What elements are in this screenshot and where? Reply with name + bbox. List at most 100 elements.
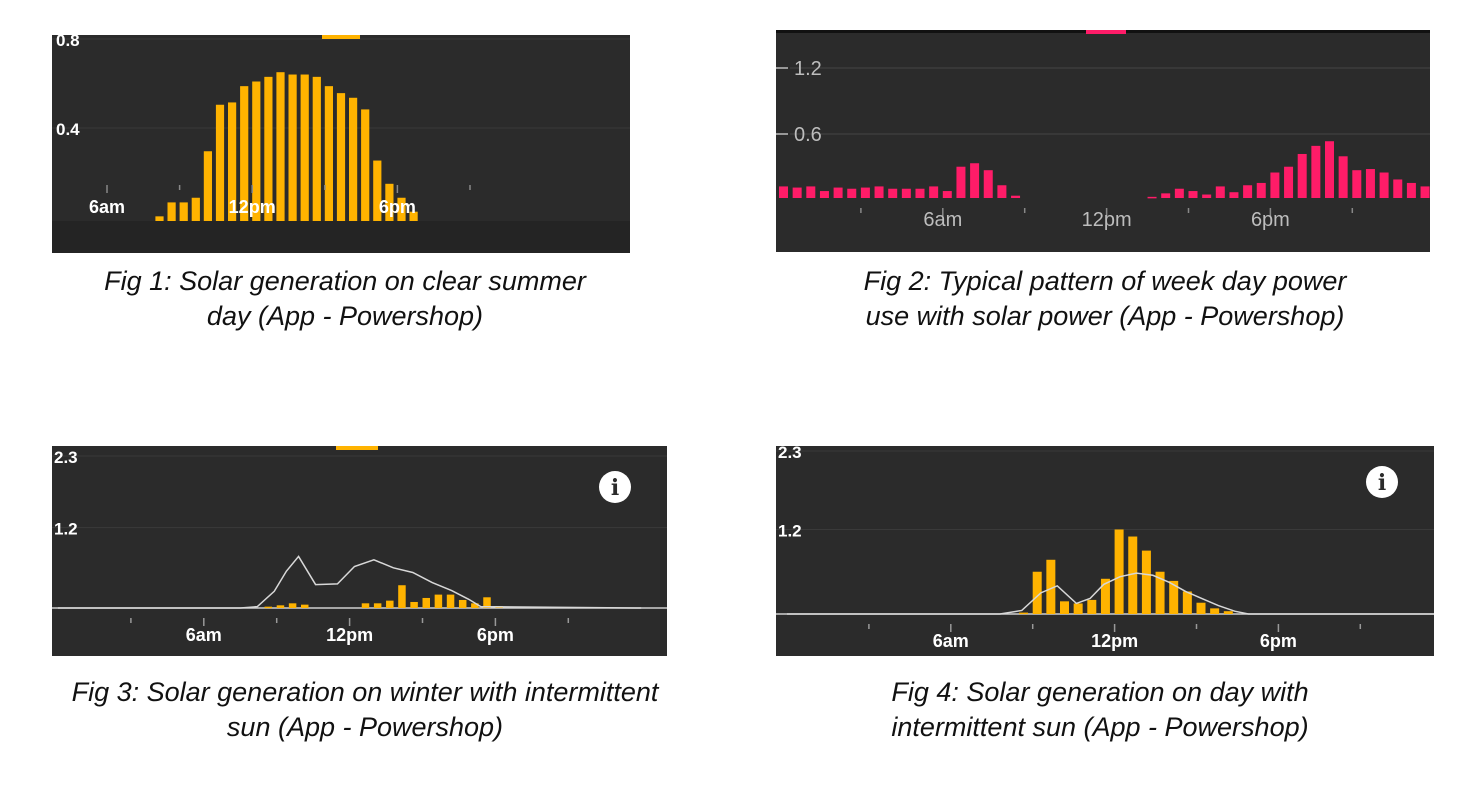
bar: [409, 211, 418, 221]
bar: [471, 603, 479, 608]
bar: [276, 605, 285, 608]
forecast-line: [787, 572, 1434, 615]
x-tick-label: 6am: [923, 209, 962, 231]
bar: [385, 183, 394, 221]
fig1-chart: 0.8 0.4 6am 12pm 6pm: [52, 35, 630, 253]
bar: [252, 81, 261, 221]
selector-indicator: [1086, 30, 1126, 34]
bar: [874, 186, 884, 198]
y-tick-label: 0.4: [56, 120, 80, 139]
bar: [179, 202, 188, 221]
bar: [446, 594, 455, 608]
x-tick-label: 6pm: [477, 625, 514, 645]
bar: [1011, 195, 1021, 198]
bar: [1182, 591, 1192, 614]
bar: [1420, 186, 1430, 198]
bar: [301, 604, 309, 608]
bar: [929, 186, 939, 198]
bar: [228, 102, 237, 221]
fig2-chart: 1.2 0.6 6am 12pm 6pm: [776, 30, 1430, 252]
bar: [1087, 599, 1097, 614]
bar: [288, 603, 297, 608]
x-tick-label: 6am: [933, 631, 969, 651]
bar: [422, 597, 430, 608]
bar: [1243, 185, 1253, 198]
bar: [1147, 196, 1157, 199]
x-tick-label: 12pm: [1082, 209, 1132, 231]
bar: [410, 601, 418, 608]
bar: [361, 603, 370, 608]
fig2-caption: Fig 2: Typical pattern of week day power…: [863, 266, 1347, 331]
bar: [1161, 193, 1171, 198]
bar: [915, 188, 925, 198]
bar: [1379, 172, 1389, 198]
bar: [1406, 182, 1416, 198]
bar: [1256, 182, 1266, 198]
bar: [901, 188, 911, 198]
bar: [1128, 536, 1138, 614]
info-icon: [1366, 466, 1398, 498]
bar: [276, 72, 285, 221]
bar: [779, 186, 788, 198]
bar: [397, 197, 406, 221]
bar: [373, 603, 382, 608]
fig3-caption: Fig 3: Solar generation on winter with i…: [71, 677, 659, 742]
bar: [1169, 580, 1179, 614]
fig4-chart-svg: 2.3 1.2 6am 12pm 6pm i: [776, 446, 1434, 651]
bar: [167, 202, 176, 221]
bar: [1210, 608, 1220, 614]
bar: [1297, 153, 1307, 198]
x-tick-label: 12pm: [326, 625, 373, 645]
info-icon-glyph: i: [611, 475, 619, 501]
bar: [888, 188, 898, 198]
fig2-chart-svg: 1.2 0.6 6am 12pm 6pm: [776, 30, 1430, 231]
y-tick-label: 2.3: [54, 448, 78, 467]
bar: [860, 187, 870, 198]
bar: [1141, 550, 1151, 614]
x-tick-label: 6am: [89, 197, 125, 217]
bar: [240, 86, 249, 222]
y-tick-label: 1.2: [778, 521, 802, 540]
chart-footer-band: [52, 221, 630, 253]
x-tick-label: 6am: [186, 625, 222, 645]
bar: [1270, 172, 1280, 198]
selector-indicator: [336, 446, 378, 450]
bar: [386, 600, 394, 608]
fig3-chart-svg: 2.3 1.2 6am 12pm 6pm i: [52, 446, 667, 645]
forecast-line: [58, 555, 642, 609]
bar: [264, 76, 273, 221]
bar: [1365, 169, 1375, 198]
bar: [942, 191, 952, 198]
fig1-chart-svg: 0.8 0.4 6am 12pm 6pm: [52, 35, 630, 253]
bar: [300, 74, 309, 222]
fig4-chart: 2.3 1.2 6am 12pm 6pm i: [776, 446, 1434, 656]
bar: [806, 186, 816, 198]
bar: [1019, 612, 1029, 615]
bar: [1060, 601, 1069, 614]
bar: [1114, 529, 1124, 614]
bar: [1284, 166, 1294, 198]
bar: [1196, 602, 1206, 614]
bar: [1100, 578, 1110, 614]
bar: [1338, 156, 1348, 198]
bar: [264, 606, 273, 609]
bar: [312, 76, 321, 221]
bar: [833, 187, 843, 198]
bar: [349, 97, 358, 221]
fig1-caption: Fig 1: Solar generation on clear summer …: [104, 266, 586, 331]
bar: [1174, 188, 1184, 198]
bar: [847, 188, 857, 198]
bar: [1073, 603, 1083, 614]
info-icon: [599, 471, 631, 503]
bar: [997, 185, 1007, 198]
bar: [1393, 179, 1403, 198]
y-tick-label: 0.6: [794, 124, 822, 146]
x-tick-label: 6pm: [1260, 631, 1297, 651]
bar: [398, 585, 406, 608]
bar: [983, 170, 993, 198]
bar: [1223, 611, 1233, 614]
bar: [483, 597, 491, 608]
bar: [1352, 170, 1362, 198]
bar: [1188, 191, 1198, 198]
bar: [215, 104, 225, 221]
